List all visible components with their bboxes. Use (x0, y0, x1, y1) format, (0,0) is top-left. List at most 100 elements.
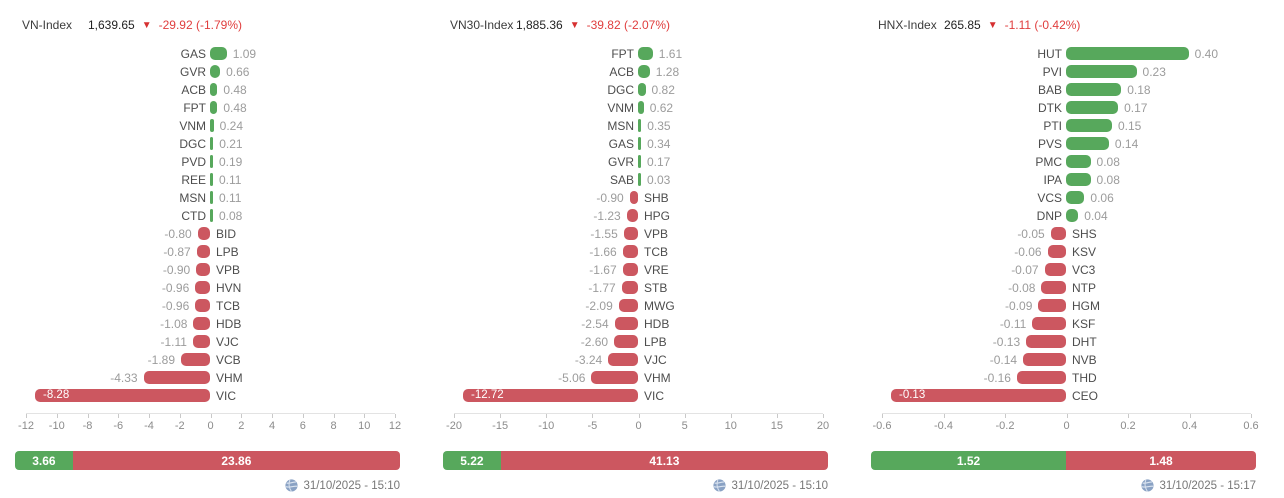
contribution-bar[interactable] (192, 335, 210, 348)
contribution-bar[interactable] (1026, 335, 1066, 348)
value-label: -1.89 (147, 353, 176, 367)
contribution-bar[interactable] (1066, 119, 1112, 132)
ticker-label: PVI (1042, 65, 1062, 79)
ticker-label: DHT (1072, 335, 1097, 349)
axis-tick-label: 4 (268, 420, 276, 432)
axis-tick (302, 414, 304, 418)
contribution-bar[interactable] (1066, 191, 1085, 204)
contribution-bar[interactable] (1066, 155, 1091, 168)
contribution-bar[interactable] (210, 155, 213, 168)
bar-row: ACB 1.28 (454, 63, 823, 81)
contribution-bar[interactable] (622, 263, 638, 276)
contribution-bar[interactable] (197, 227, 210, 240)
contribution-bar[interactable] (196, 263, 210, 276)
contribution-bar[interactable] (210, 191, 213, 204)
contribution-bar[interactable]: -12.72 (463, 389, 638, 402)
contribution-bar[interactable] (143, 371, 210, 384)
x-axis: -20 -15 -10 -5 0 5 10 15 20 (446, 413, 829, 438)
ticker-label: HVN (216, 281, 242, 295)
ticker-label: CTD (181, 209, 206, 223)
bar-row: IPA 0.08 (882, 171, 1251, 189)
contribution-bar[interactable] (1023, 353, 1066, 366)
contribution-bar[interactable] (210, 83, 218, 96)
value-label: 1.09 (232, 47, 257, 61)
contribution-bar[interactable] (629, 191, 638, 204)
down-arrow-icon: ▼ (569, 20, 580, 31)
contribution-bar[interactable]: -8.28 (35, 389, 210, 402)
ticker-label: DNP (1036, 209, 1062, 223)
contribution-bar[interactable] (1041, 281, 1066, 294)
contribution-bar[interactable] (210, 137, 214, 150)
axis-tick (943, 414, 945, 418)
axis-tick (364, 414, 366, 418)
contribution-bar[interactable] (626, 209, 638, 222)
value-label: -0.08 (1008, 281, 1036, 295)
ticker-label: KSV (1072, 245, 1097, 259)
axis-tick (546, 414, 548, 418)
contribution-bar[interactable] (618, 299, 638, 312)
contribution-bar[interactable] (195, 299, 210, 312)
bar-row: -0.13 CEO (882, 387, 1251, 405)
contribution-bar[interactable] (1050, 227, 1066, 240)
contribution-bar[interactable] (195, 281, 210, 294)
value-label: 0.17 (647, 155, 671, 169)
value-label: -2.09 (585, 299, 613, 313)
bar-row: MSN 0.35 (454, 117, 823, 135)
contribution-bar[interactable] (638, 173, 641, 186)
contribution-bar[interactable] (196, 245, 210, 258)
bar-row: HGM -0.09 (882, 297, 1251, 315)
contribution-bar[interactable] (1066, 173, 1091, 186)
contribution-bar[interactable] (1066, 137, 1109, 150)
contribution-bar[interactable]: -0.13 (891, 389, 1066, 402)
bar-row: LPB -0.87 (26, 243, 395, 261)
contribution-bar[interactable] (210, 119, 214, 132)
contribution-bar[interactable] (614, 317, 638, 330)
ticker-label: TCB (216, 299, 240, 313)
contribution-bar[interactable] (638, 47, 653, 60)
contribution-bar[interactable] (638, 65, 650, 78)
bar-row: GVR 0.17 (454, 153, 823, 171)
ticker-label: MSN (607, 119, 634, 133)
axis-tick-label: 8 (330, 420, 337, 432)
contribution-bar[interactable] (210, 173, 213, 186)
ticker-label: GAS (608, 137, 634, 151)
contribution-bar[interactable] (608, 353, 638, 366)
contribution-bar[interactable] (638, 137, 642, 150)
value-label: 0.66 (226, 65, 250, 79)
contribution-bar[interactable] (210, 47, 227, 60)
axis-tick (500, 414, 502, 418)
bar-row: HVN -0.96 (26, 279, 395, 297)
contribution-bar[interactable] (1066, 209, 1079, 222)
value-label: 0.24 (219, 119, 244, 133)
contribution-bar[interactable] (621, 281, 638, 294)
contribution-bar[interactable] (623, 227, 638, 240)
contribution-bar[interactable] (638, 83, 646, 96)
contribution-bar[interactable] (638, 119, 642, 132)
ticker-label: IPA (1043, 173, 1062, 187)
contribution-bar[interactable] (1044, 263, 1066, 276)
contribution-bar[interactable] (1066, 101, 1119, 114)
contribution-bar[interactable] (1066, 47, 1189, 60)
axis-tick-label: 0.4 (1181, 420, 1198, 432)
contribution-bar[interactable] (638, 101, 644, 114)
ticker-label: VC3 (1072, 263, 1096, 277)
bar-row: DGC 0.21 (26, 135, 395, 153)
contribution-bar[interactable] (193, 317, 210, 330)
contribution-bar[interactable] (622, 245, 638, 258)
contribution-bar[interactable] (1066, 83, 1122, 96)
contribution-bar[interactable] (210, 65, 221, 78)
contribution-bar[interactable] (614, 335, 638, 348)
contribution-bar[interactable] (1066, 65, 1137, 78)
contribution-bar[interactable] (210, 101, 218, 114)
contribution-bar[interactable] (181, 353, 210, 366)
contribution-bar[interactable] (1016, 371, 1066, 384)
contribution-bar[interactable] (591, 371, 638, 384)
bar-row: ACB 0.48 (26, 81, 395, 99)
contribution-bar[interactable] (1038, 299, 1066, 312)
contribution-bar[interactable] (1047, 245, 1066, 258)
contribution-bar[interactable] (638, 155, 641, 168)
contribution-bar[interactable] (1032, 317, 1066, 330)
contribution-bar[interactable] (210, 209, 213, 222)
bar-row: DGC 0.82 (454, 81, 823, 99)
bar-row: FPT 0.48 (26, 99, 395, 117)
